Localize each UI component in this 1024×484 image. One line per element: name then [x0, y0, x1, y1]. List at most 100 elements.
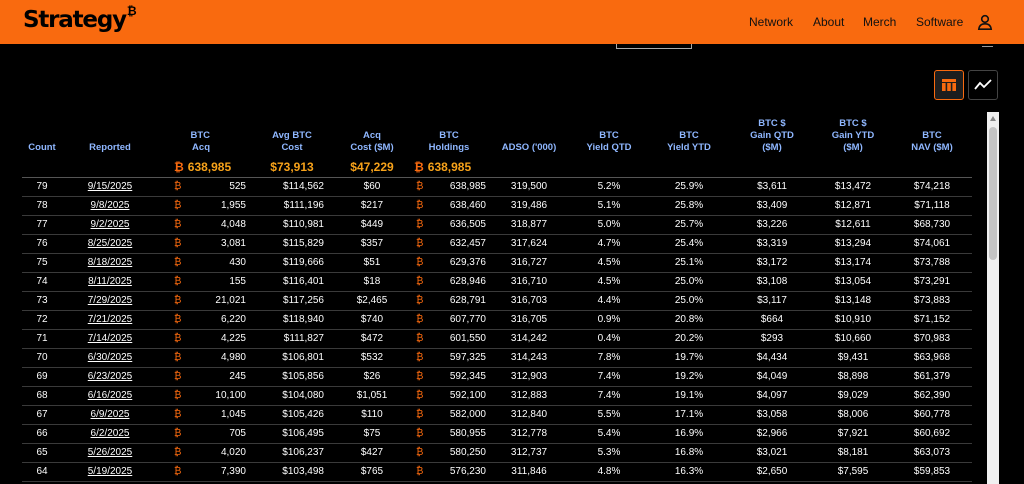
table-cell: 19.1% [648, 386, 730, 406]
reported-date-link[interactable]: 8/18/2025 [62, 253, 158, 273]
table-row: 75 8/18/2025 ₿ 430 $119,666 $51 ₿ 629,376 316,72… [22, 253, 972, 273]
bitcoin-symbol-icon: ₿ [174, 370, 182, 382]
table-cell: 69 [22, 367, 62, 387]
line-chart-icon [974, 79, 992, 90]
table-cell: 67 [22, 405, 62, 425]
btc-holdings-value: 607,770 [449, 313, 486, 325]
table-cell: $13,174 [814, 253, 892, 273]
column-header: BTC NAV ($M) [911, 130, 953, 153]
table-cell: 316,727 [488, 253, 570, 273]
bitcoin-symbol-icon: ₿ [416, 275, 424, 287]
table-cell: 19.7% [648, 348, 730, 368]
table-row: 66 6/2/2025 ₿ 705 $106,495 $75 ₿ 580,955 312,778… [22, 424, 972, 444]
table-cell: $664 [730, 310, 814, 330]
table-cell: $114,562 [250, 177, 334, 197]
reported-date-link[interactable]: 6/30/2025 [62, 348, 158, 368]
nav-link-merch[interactable]: Merch [863, 15, 897, 29]
table-cell: 0.9% [570, 310, 648, 330]
table-cell: 76 [22, 234, 62, 254]
chart-view-button[interactable] [968, 70, 998, 100]
table-cell: $2,465 [334, 291, 410, 311]
table-row: 77 9/2/2025 ₿ 4,048 $110,981 $449 ₿ 636,505 318,… [22, 215, 972, 235]
table-cell: $26 [334, 367, 410, 387]
table-cell: $119,666 [250, 253, 334, 273]
nav-link-software[interactable]: Software [916, 15, 964, 29]
table-view-button[interactable] [934, 70, 964, 100]
table-cell: 312,778 [488, 424, 570, 444]
user-icon[interactable] [976, 13, 994, 31]
strategy-logo[interactable]: Strategy₿ [23, 4, 137, 33]
bitcoin-symbol-icon: ₿ [416, 408, 424, 420]
table-cell: $62,390 [892, 386, 972, 406]
reported-date-link[interactable]: 9/2/2025 [62, 215, 158, 235]
vertical-scrollbar[interactable] [987, 112, 999, 484]
table-cell: $103,498 [250, 462, 334, 482]
reported-date-link[interactable]: 5/19/2025 [62, 462, 158, 482]
reported-date-link[interactable]: 9/15/2025 [62, 177, 158, 197]
table-cell: $110 [334, 405, 410, 425]
total-acq-cost: $47,229 [334, 157, 410, 178]
btc-acq-value: 705 [229, 427, 246, 439]
reported-date-link[interactable]: 8/25/2025 [62, 234, 158, 254]
btc-holdings-value: 592,345 [449, 370, 486, 382]
table-cell: 319,500 [488, 177, 570, 197]
table-cell: $18 [334, 272, 410, 292]
table-cell: 314,242 [488, 329, 570, 349]
bitcoin-symbol-icon: ₿ [414, 159, 424, 174]
table-cell: $63,968 [892, 348, 972, 368]
table-cell: 16.9% [648, 424, 730, 444]
bitcoin-symbol-icon: ₿ [174, 313, 182, 325]
table-cell: 78 [22, 196, 62, 216]
table-cell: 5.1% [570, 196, 648, 216]
table-cell: $3,226 [730, 215, 814, 235]
top-navigation-bar: Strategy₿ Network About Merch Software [0, 0, 1024, 44]
table-row: 73 7/29/2025 ₿ 21,021 $117,256 $2,465 ₿ 628,791… [22, 291, 972, 311]
table-cell: 318,877 [488, 215, 570, 235]
table-row: 69 6/23/2025 ₿ 245 $105,856 $26 ₿ 592,345 312,90… [22, 367, 972, 387]
btc-holdings-value: 601,550 [449, 332, 486, 344]
reported-date-link[interactable]: 7/21/2025 [62, 310, 158, 330]
table-cell: 4.4% [570, 291, 648, 311]
table-cell: 4.5% [570, 253, 648, 273]
table-cell: $2,650 [730, 462, 814, 482]
column-header: BTC Acq [190, 130, 210, 153]
table-cell: $106,237 [250, 443, 334, 463]
table-row: 67 6/9/2025 ₿ 1,045 $105,426 $110 ₿ 582,000 312,… [22, 405, 972, 425]
reported-date-link[interactable]: 9/8/2025 [62, 196, 158, 216]
nav-link-about[interactable]: About [813, 15, 845, 29]
reported-date-link[interactable]: 7/29/2025 [62, 291, 158, 311]
reported-date-link[interactable]: 6/9/2025 [62, 405, 158, 425]
totals-row: ₿ 638,985 $73,913 $47,229 ₿ 638,985 [22, 157, 972, 178]
table-cell: $60 [334, 177, 410, 197]
table-cell: 16.3% [648, 462, 730, 482]
btc-acq-value: 4,980 [220, 351, 246, 363]
table-cell: $51 [334, 253, 410, 273]
scrollbar-thumb[interactable] [989, 127, 997, 260]
totals-empty-cell [892, 157, 972, 178]
table-cell: 70 [22, 348, 62, 368]
column-header: Reported [89, 142, 131, 153]
table-cell: $3,611 [730, 177, 814, 197]
bitcoin-symbol-icon: ₿ [174, 180, 182, 192]
reported-date-link[interactable]: 5/26/2025 [62, 443, 158, 463]
table-cell: 5.4% [570, 424, 648, 444]
table-header-row: Count Reported BTC Acq Avg BTC Cost Acq Cost… [22, 112, 972, 157]
table-row: 74 8/11/2025 ₿ 155 $116,401 $18 ₿ 628,946 316,71… [22, 272, 972, 292]
reported-date-link[interactable]: 6/16/2025 [62, 386, 158, 406]
nav-link-network[interactable]: Network [749, 15, 794, 29]
reported-date-link[interactable]: 8/11/2025 [62, 272, 158, 292]
reported-date-link[interactable]: 6/23/2025 [62, 367, 158, 387]
table-cell: 319,486 [488, 196, 570, 216]
bitcoin-symbol-icon: ₿ [174, 351, 182, 363]
table-cell: 312,737 [488, 443, 570, 463]
scroll-up-arrow-icon[interactable] [990, 116, 996, 121]
table-cell: 25.7% [648, 215, 730, 235]
table-cell: 5.5% [570, 405, 648, 425]
table-cell: $12,611 [814, 215, 892, 235]
table-cell: $60,778 [892, 405, 972, 425]
reported-date-link[interactable]: 7/14/2025 [62, 329, 158, 349]
reported-date-link[interactable]: 6/2/2025 [62, 424, 158, 444]
table-cell: $765 [334, 462, 410, 482]
table-cell: 20.8% [648, 310, 730, 330]
table-cell: 5.3% [570, 443, 648, 463]
